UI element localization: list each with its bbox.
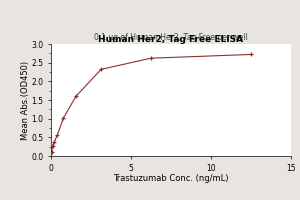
- Title: Human Her2, Tag Free ELISA: Human Her2, Tag Free ELISA: [98, 35, 244, 44]
- X-axis label: Trastuzumab Conc. (ng/mL): Trastuzumab Conc. (ng/mL): [113, 174, 229, 183]
- Y-axis label: Mean Abs.(OD450): Mean Abs.(OD450): [21, 60, 30, 140]
- Text: 0.1 μg of Human Her2, Tag Free per well: 0.1 μg of Human Her2, Tag Free per well: [94, 33, 248, 42]
